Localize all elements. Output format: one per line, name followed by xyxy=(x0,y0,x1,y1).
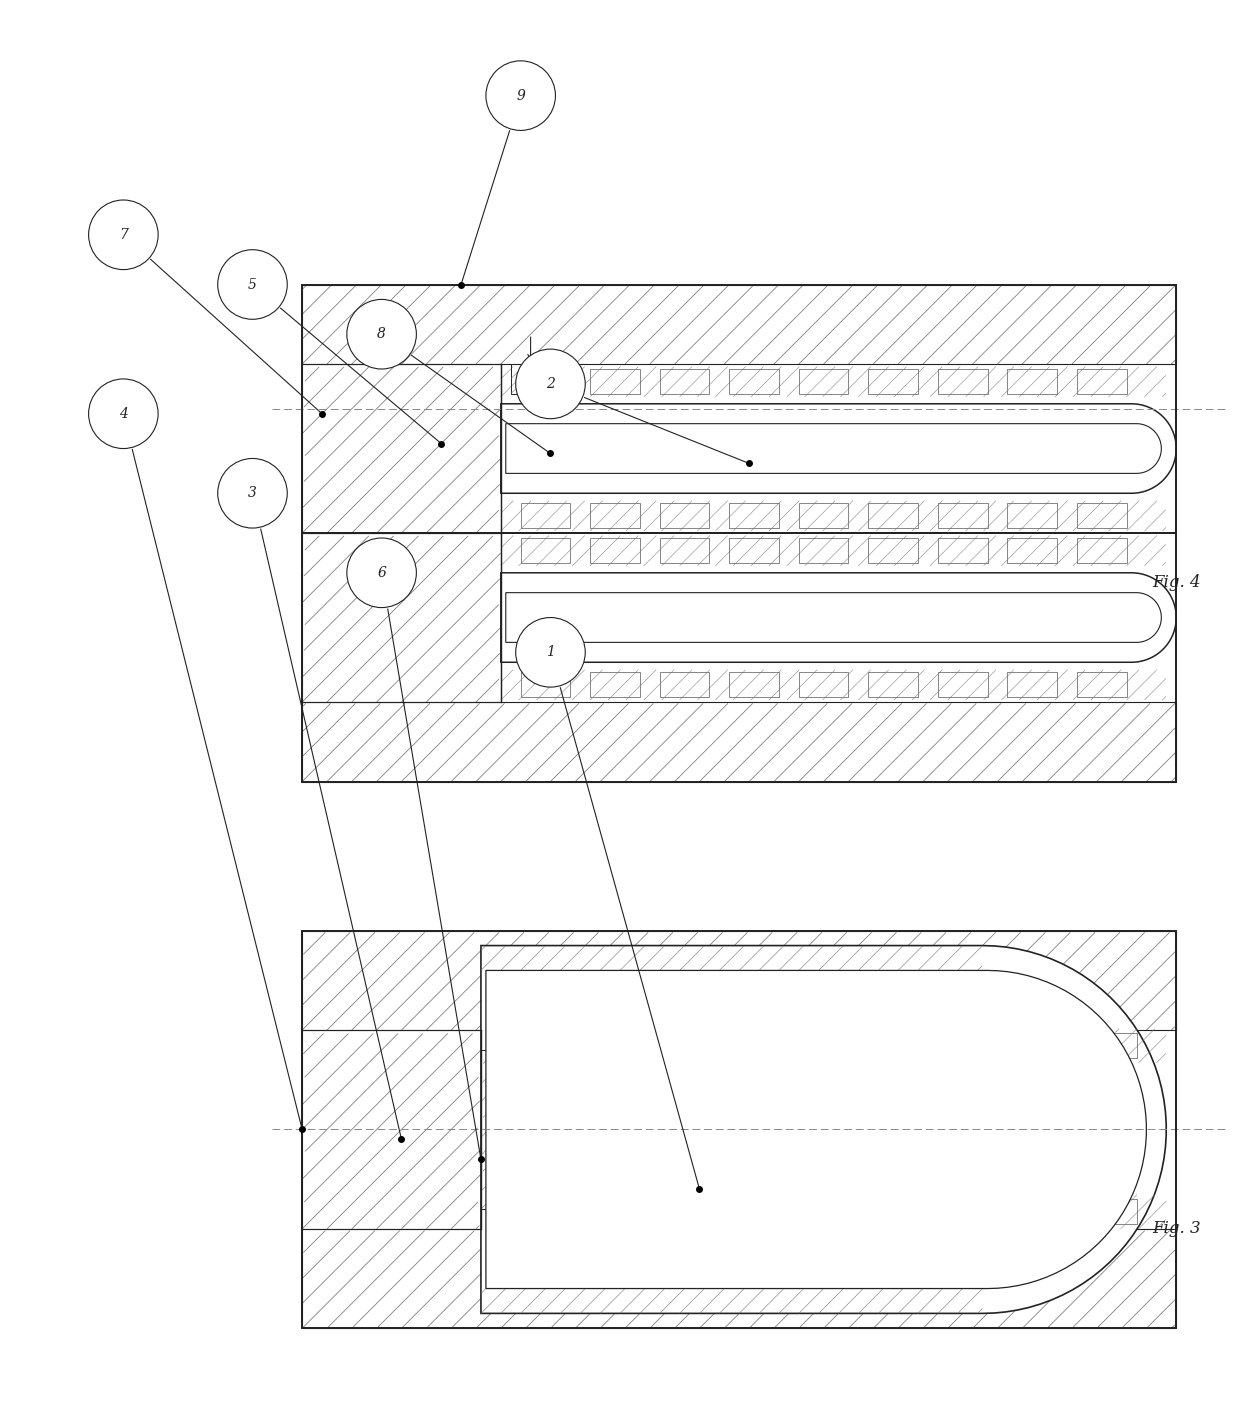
Text: Fig. 4: Fig. 4 xyxy=(1152,575,1200,592)
Bar xyxy=(660,503,709,528)
Bar xyxy=(590,538,640,563)
Bar xyxy=(303,1031,481,1228)
Bar xyxy=(303,284,1177,532)
Bar xyxy=(729,503,779,528)
Bar xyxy=(501,408,551,489)
Bar xyxy=(878,1199,928,1224)
Bar xyxy=(868,538,918,563)
Bar xyxy=(521,538,570,563)
Polygon shape xyxy=(501,573,1177,662)
Bar xyxy=(670,1034,719,1058)
Bar xyxy=(501,578,551,658)
Circle shape xyxy=(347,299,417,369)
Bar xyxy=(739,1199,789,1224)
Bar xyxy=(878,1034,928,1058)
Bar xyxy=(799,503,848,528)
Bar xyxy=(303,1228,1177,1329)
Bar xyxy=(590,369,640,394)
Text: 7: 7 xyxy=(119,227,128,241)
Circle shape xyxy=(218,250,288,319)
Bar xyxy=(1007,538,1056,563)
Circle shape xyxy=(516,349,585,419)
Circle shape xyxy=(88,378,159,449)
Bar xyxy=(521,503,570,528)
Bar xyxy=(1076,538,1127,563)
Text: 1: 1 xyxy=(546,645,556,659)
Bar xyxy=(600,1034,650,1058)
Bar xyxy=(1017,1034,1066,1058)
Bar xyxy=(799,538,848,563)
Bar xyxy=(799,369,848,394)
Bar xyxy=(481,1051,531,1209)
Bar xyxy=(303,532,1177,782)
Circle shape xyxy=(347,538,417,607)
Circle shape xyxy=(516,617,585,688)
Bar xyxy=(1086,1034,1137,1058)
Bar xyxy=(1076,503,1127,528)
Bar xyxy=(600,1199,650,1224)
Bar xyxy=(590,503,640,528)
Polygon shape xyxy=(506,424,1162,473)
Bar xyxy=(868,369,918,394)
Text: 9: 9 xyxy=(516,89,525,103)
Text: 8: 8 xyxy=(377,328,386,342)
Bar xyxy=(511,364,551,394)
Bar xyxy=(531,1199,580,1224)
Polygon shape xyxy=(506,593,1162,642)
Bar xyxy=(947,1034,997,1058)
Bar xyxy=(947,1199,997,1224)
Bar xyxy=(590,672,640,698)
Bar xyxy=(303,931,1177,1031)
Circle shape xyxy=(486,61,556,130)
Polygon shape xyxy=(486,970,1146,1289)
Bar xyxy=(303,284,1177,364)
Bar xyxy=(1007,369,1056,394)
Bar xyxy=(799,672,848,698)
Bar xyxy=(868,503,918,528)
Text: 2: 2 xyxy=(546,377,556,391)
Bar xyxy=(521,369,570,394)
Bar xyxy=(937,369,987,394)
Bar xyxy=(303,364,501,532)
Text: Fig. 3: Fig. 3 xyxy=(1152,1220,1200,1237)
Bar xyxy=(1076,672,1127,698)
Bar xyxy=(303,284,1177,532)
Bar xyxy=(739,1034,789,1058)
Bar xyxy=(303,532,501,702)
Bar xyxy=(303,931,1177,1329)
Bar xyxy=(1017,1199,1066,1224)
Bar xyxy=(808,1034,858,1058)
Polygon shape xyxy=(481,946,1166,1313)
Bar xyxy=(729,672,779,698)
Bar xyxy=(1086,1199,1137,1224)
Text: 3: 3 xyxy=(248,486,257,500)
Bar xyxy=(660,369,709,394)
Bar xyxy=(303,931,1177,1329)
Text: 5: 5 xyxy=(248,278,257,291)
Bar xyxy=(303,702,1177,782)
Bar xyxy=(937,672,987,698)
Bar xyxy=(1007,672,1056,698)
Bar xyxy=(937,503,987,528)
Bar xyxy=(1007,503,1056,528)
Circle shape xyxy=(88,201,159,270)
Bar xyxy=(670,1199,719,1224)
Bar xyxy=(303,532,1177,782)
Bar xyxy=(521,672,570,698)
Bar xyxy=(868,672,918,698)
Bar xyxy=(531,1034,580,1058)
Text: 6: 6 xyxy=(377,566,386,580)
Bar xyxy=(729,369,779,394)
Text: 4: 4 xyxy=(119,407,128,421)
Bar xyxy=(937,538,987,563)
Bar xyxy=(660,672,709,698)
Bar xyxy=(808,1199,858,1224)
Bar xyxy=(729,538,779,563)
Polygon shape xyxy=(501,404,1177,493)
Bar xyxy=(660,538,709,563)
Bar xyxy=(1076,369,1127,394)
Circle shape xyxy=(218,459,288,528)
